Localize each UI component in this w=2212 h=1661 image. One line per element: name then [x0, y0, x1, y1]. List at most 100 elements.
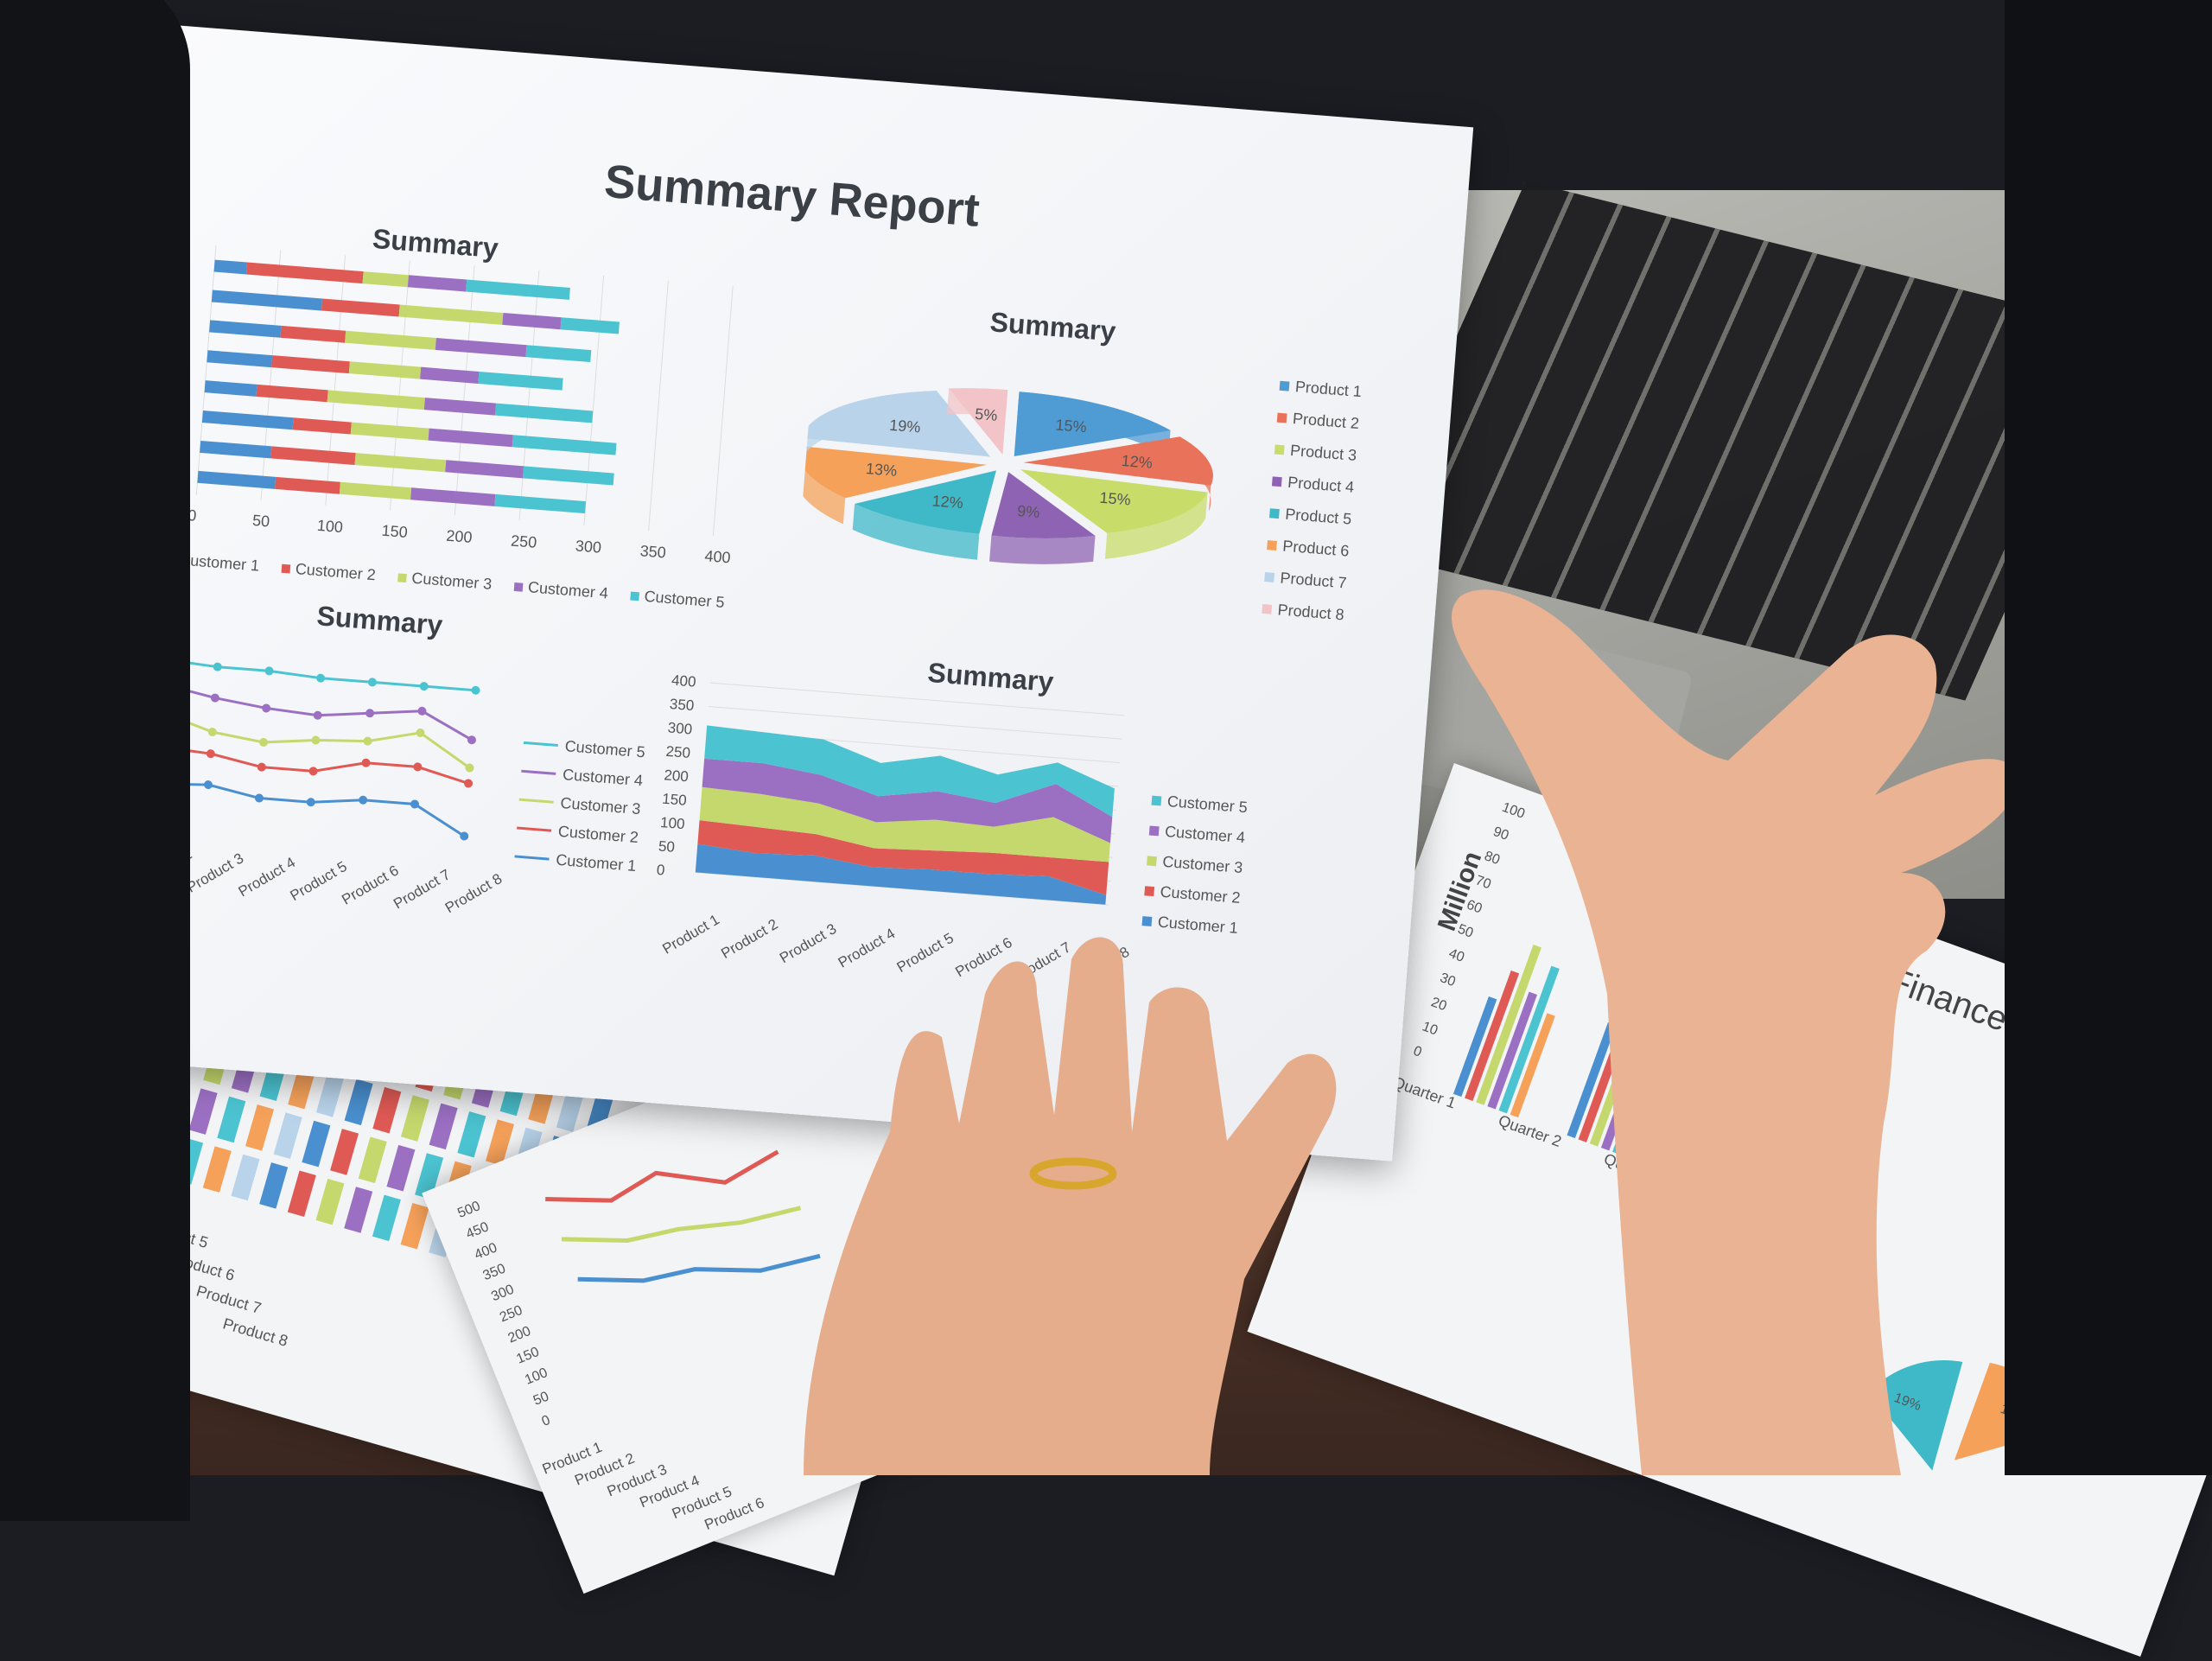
person-hair-left	[0, 0, 190, 1521]
pie-data-label: 19%	[889, 417, 921, 436]
gridline	[708, 706, 1122, 740]
line-point	[363, 736, 372, 746]
line-point	[465, 763, 474, 773]
y-tick-label: 0	[656, 862, 665, 879]
x-tick-label: 200	[446, 527, 474, 546]
bar-segment	[445, 460, 524, 479]
bar-segment	[478, 371, 563, 391]
y-tick-label: 250	[665, 743, 691, 761]
finance-bar	[1452, 996, 1497, 1098]
legend-swatch	[1276, 412, 1287, 423]
bar-segment	[350, 422, 429, 441]
line-point	[210, 693, 219, 703]
bar-segment	[525, 345, 592, 363]
gridline	[583, 275, 605, 526]
legend-swatch	[1262, 603, 1273, 614]
line-point	[264, 666, 274, 676]
line-point	[410, 799, 419, 809]
line-point	[467, 735, 477, 745]
y-tick-label: 50	[658, 837, 675, 855]
background-bar	[245, 1104, 275, 1151]
line-point	[471, 685, 480, 695]
x-tick-label: 350	[639, 542, 667, 561]
background-bar	[273, 1112, 302, 1160]
gridline	[390, 260, 410, 511]
x-tick-label: 300	[575, 537, 602, 556]
legend-swatch	[1144, 886, 1155, 897]
finance-bar	[1465, 971, 1520, 1101]
y-tick-label: 350	[669, 696, 695, 714]
gridline	[712, 285, 734, 536]
bar-segment	[522, 466, 614, 486]
bar-segment	[362, 271, 409, 288]
bar-segment	[201, 410, 294, 430]
bar-segment	[270, 446, 356, 466]
legend-swatch	[1147, 856, 1157, 867]
background-bar	[259, 1162, 289, 1209]
background-bar	[556, 1085, 585, 1132]
x-tick-label: 150	[381, 522, 409, 541]
background-bar	[429, 1103, 458, 1150]
gridline	[648, 280, 669, 531]
legend-swatch	[1141, 916, 1153, 927]
bar-segment	[407, 275, 467, 292]
background-bar	[344, 1079, 373, 1126]
legend-swatch	[1271, 476, 1282, 487]
background-bar	[231, 1154, 260, 1201]
right-hand	[1452, 589, 2018, 1475]
bar-segment	[197, 470, 276, 489]
bar-segment	[213, 259, 248, 275]
pie-slice	[1014, 391, 1171, 456]
area-series	[699, 786, 1110, 862]
background-bar	[315, 1178, 345, 1225]
legend-line	[521, 769, 556, 775]
background-bar	[302, 1120, 331, 1168]
gridline	[454, 265, 475, 516]
legend-swatch	[630, 591, 640, 601]
background-sheet-middle: 500 450 400 350 300 250 200 150 100 50 0 Product 1…	[422, 998, 1065, 1594]
pie-data-label: 15%	[1055, 417, 1087, 436]
y-tick-label: 100	[659, 814, 685, 832]
background-bar	[188, 1088, 218, 1135]
bar-segment	[339, 481, 412, 500]
line-point	[308, 767, 318, 776]
legend-line	[517, 826, 552, 832]
bar-segment	[245, 262, 364, 284]
bar-segment	[256, 384, 328, 403]
line-point	[313, 710, 322, 720]
background-bar	[372, 1086, 402, 1134]
x-tick-label: 100	[316, 517, 344, 536]
line-point	[361, 758, 371, 767]
legend-line	[518, 798, 554, 804]
bar-segment	[420, 366, 480, 384]
line-point	[367, 678, 377, 687]
legend-swatch	[1269, 508, 1280, 519]
y-tick-label: 200	[664, 767, 690, 785]
line-point	[413, 762, 423, 772]
finance-bar	[1567, 1022, 1617, 1139]
pie-data-label: 12%	[1121, 452, 1153, 472]
legend-swatch	[1274, 444, 1285, 455]
gridline	[325, 255, 346, 506]
line-point	[464, 779, 474, 788]
bar-segment	[321, 298, 400, 317]
pie-slice-side	[1104, 492, 1208, 559]
line-point	[306, 798, 315, 807]
bar-segment	[495, 403, 594, 423]
pie-slice	[855, 470, 996, 534]
pie-data-label: 13%	[865, 460, 897, 480]
legend-line	[523, 741, 558, 747]
finance-pie-slice	[1868, 1360, 1963, 1471]
legend-swatch	[1151, 795, 1162, 806]
bar-segment	[354, 453, 447, 473]
background-bar	[287, 1170, 316, 1218]
pie-slice	[1023, 436, 1213, 486]
pie-data-label: 9%	[1017, 502, 1041, 521]
legend-swatch	[1279, 380, 1290, 391]
bar-segment	[435, 337, 527, 358]
legend-swatch	[1267, 540, 1277, 551]
gridline	[710, 682, 1124, 716]
legend-swatch	[513, 582, 524, 592]
